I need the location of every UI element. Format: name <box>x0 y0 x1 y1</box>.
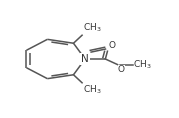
Text: CH$_3$: CH$_3$ <box>133 58 152 71</box>
Text: CH$_3$: CH$_3$ <box>83 84 101 96</box>
Text: O: O <box>118 65 125 74</box>
Text: CH$_3$: CH$_3$ <box>83 22 101 34</box>
Text: N: N <box>81 54 89 64</box>
Text: O: O <box>108 41 115 50</box>
